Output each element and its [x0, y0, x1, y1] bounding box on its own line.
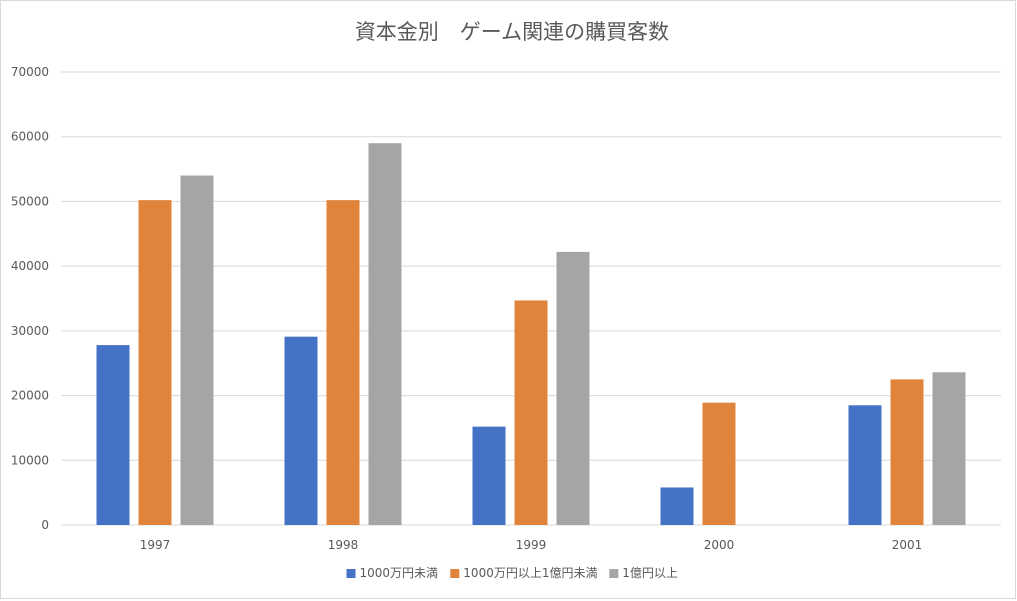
y-tick-label: 40000 [11, 259, 49, 273]
bar-1999-series-2 [514, 300, 548, 525]
y-tick-label: 50000 [11, 194, 49, 208]
x-tick-label: 2001 [892, 538, 923, 552]
legend-label-3: 1億円以上 [622, 566, 678, 580]
bar-2000-series-2 [702, 402, 736, 525]
y-tick-label: 20000 [11, 389, 49, 403]
bar-1998-series-2 [326, 200, 360, 526]
x-axis: 1997 1998 1999 2000 2001 [140, 538, 923, 552]
legend-swatch-1 [346, 569, 356, 578]
bar-2001-series-3 [932, 372, 966, 525]
y-axis: 0 10000 20000 30000 40000 50000 60000 70000 [11, 65, 49, 532]
bar-1999-series-1 [472, 426, 506, 525]
chart-title: 資本金別 ゲーム関連の購買客数 [355, 20, 669, 44]
bar-1998-series-1 [284, 336, 318, 525]
x-tick-label: 2000 [704, 538, 735, 552]
y-tick-label: 0 [41, 518, 49, 532]
bars [96, 143, 966, 526]
bar-2001-series-1 [848, 405, 882, 525]
bar-1999-series-3 [556, 251, 590, 526]
y-tick-label: 10000 [11, 453, 49, 467]
legend: 1000万円未満 1000万円以上1億円未満 1億円以上 [346, 566, 678, 580]
legend-swatch-2 [450, 569, 460, 578]
y-tick-label: 60000 [11, 130, 49, 144]
legend-swatch-3 [609, 569, 619, 578]
legend-label-2: 1000万円以上1億円未満 [463, 566, 597, 580]
bar-2000-series-1 [660, 487, 694, 525]
x-tick-label: 1998 [328, 538, 359, 552]
bar-2001-series-2 [890, 379, 924, 525]
bar-1997-series-3 [180, 175, 214, 526]
bar-1998-series-3 [368, 143, 402, 525]
bar-1997-series-2 [138, 200, 172, 526]
legend-label-1: 1000万円未満 [360, 566, 439, 580]
x-tick-label: 1999 [516, 538, 547, 552]
y-tick-label: 30000 [11, 324, 49, 338]
y-tick-label: 70000 [11, 65, 49, 79]
x-tick-label: 1997 [140, 538, 171, 552]
bar-1997-series-1 [96, 345, 130, 525]
